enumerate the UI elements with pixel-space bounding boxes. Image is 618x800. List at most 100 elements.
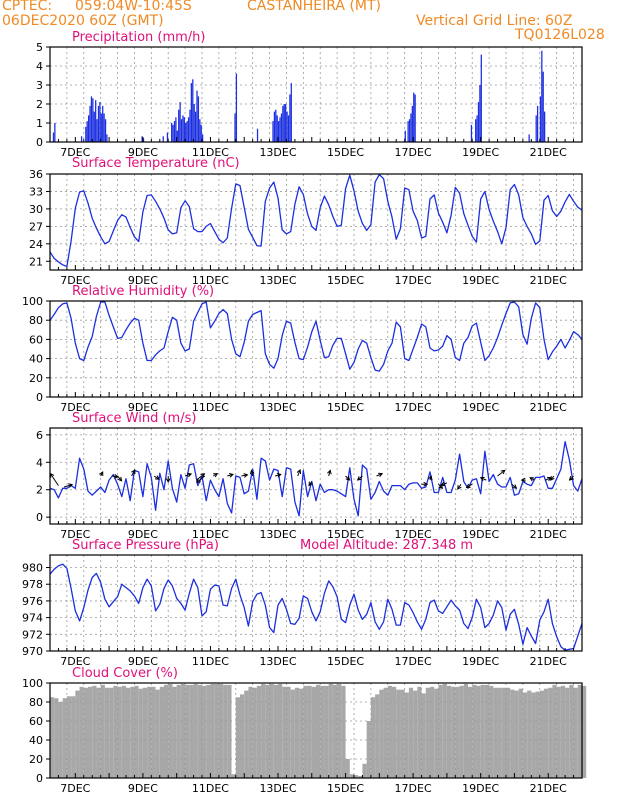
cloud-bar	[446, 685, 452, 778]
y-tick-label: 27	[29, 220, 43, 233]
precip-bar	[190, 83, 193, 142]
y-tick-label: 4	[36, 60, 43, 73]
cloud-bar	[438, 684, 443, 778]
cloud-bar	[294, 687, 300, 778]
cloud-bar	[290, 689, 295, 778]
precip-bar	[475, 119, 477, 142]
cloud-bar	[518, 688, 523, 778]
series-line	[49, 173, 583, 268]
y-tick-label: 80	[29, 314, 43, 327]
precip-bar	[544, 111, 546, 142]
precip-bar	[476, 115, 478, 142]
precip-bar	[172, 124, 174, 142]
cloud-bar	[573, 687, 578, 778]
cloud-bar	[320, 685, 325, 778]
precip-bar	[535, 115, 537, 142]
x-tick-label: 19DEC	[462, 274, 499, 287]
cloud-bar	[539, 690, 544, 778]
cloud-bar	[172, 686, 177, 778]
cloud-bar	[159, 686, 164, 778]
x-tick-label: 15DEC	[327, 655, 364, 668]
precip-bar	[85, 126, 87, 142]
precip-bar	[88, 115, 90, 142]
header-grid-note: Vertical Grid Line: 60Z	[416, 13, 573, 29]
wind-arrow-head	[243, 473, 249, 478]
cloud-bar	[303, 685, 308, 778]
header-source: CPTEC:	[2, 0, 53, 14]
cloud-bar	[138, 688, 143, 778]
precip-bar	[54, 123, 56, 142]
panel-background	[50, 555, 582, 651]
wind-arrow-head	[356, 476, 362, 481]
x-tick-label: 9DEC	[128, 274, 158, 287]
cloud-bar	[197, 684, 202, 778]
wind-arrow-head	[308, 481, 313, 487]
cloud-bar	[235, 697, 240, 778]
panel-title: Precipitation (mm/h)	[72, 30, 205, 45]
cloud-bar	[493, 687, 498, 778]
cloud-bar	[341, 685, 346, 778]
x-tick-label: 21DEC	[530, 528, 567, 541]
cloud-bar	[307, 685, 312, 778]
x-tick-label: 11DEC	[192, 274, 229, 287]
cloud-bar	[527, 690, 532, 778]
precip-bar	[173, 121, 176, 142]
precip-bar	[97, 105, 100, 142]
x-tick-label: 11DEC	[192, 146, 229, 159]
cloud-bar	[370, 697, 376, 778]
y-tick-label: 3	[36, 79, 43, 92]
precip-bar	[189, 109, 191, 142]
wind-arrow	[297, 469, 301, 477]
y-tick-label: 36	[29, 168, 43, 181]
wind-arrow-head	[165, 478, 171, 484]
cloud-bar	[396, 689, 401, 778]
cloud-bar	[565, 687, 570, 778]
cloud-bar	[269, 683, 274, 778]
precip-bar	[282, 105, 284, 142]
y-tick-label: 0	[36, 772, 43, 785]
cloud-bar	[218, 683, 224, 778]
y-tick-label: 80	[29, 696, 43, 709]
wind-arrow-head	[276, 473, 282, 478]
wind-arrow	[131, 469, 136, 477]
cloud-bar	[185, 684, 190, 778]
cloud-bar	[214, 683, 219, 778]
panel-frame	[49, 173, 583, 271]
precip-bar	[410, 113, 412, 142]
precip-bar	[286, 111, 288, 142]
wind-arrow-head	[457, 485, 462, 490]
precip-bar	[175, 117, 177, 142]
precip-bar	[539, 96, 542, 142]
precip-bar	[178, 109, 180, 142]
panel-background	[50, 301, 582, 397]
panel-title: Surface Pressure (hPa)	[72, 538, 219, 553]
precip-bar	[185, 123, 187, 142]
cloud-bar	[79, 686, 84, 778]
precip-bar	[183, 117, 185, 142]
wind-arrow	[497, 470, 506, 477]
series-line	[49, 441, 583, 517]
x-tick-label: 15DEC	[327, 782, 364, 795]
x-tick-label: 21DEC	[530, 146, 567, 159]
cloud-bar	[425, 687, 430, 778]
y-tick-label: 24	[29, 238, 43, 251]
precip-bar	[106, 134, 108, 142]
x-tick-label: 9DEC	[128, 528, 158, 541]
precip-bar	[103, 113, 105, 142]
wind-arrow-head	[512, 484, 518, 489]
cloud-bar	[459, 685, 464, 778]
cloud-bar	[451, 686, 456, 778]
cloud-bar	[252, 687, 257, 778]
precip-bar	[89, 105, 91, 142]
panel-background	[50, 47, 582, 142]
cloud-bar	[337, 683, 342, 778]
precip-bar	[187, 117, 190, 142]
precip-bar	[193, 104, 195, 142]
cloud-bar	[210, 683, 215, 778]
precip-bar	[414, 94, 416, 142]
x-tick-label: 15DEC	[327, 146, 364, 159]
cloud-bar	[413, 690, 418, 778]
precip-bar	[104, 119, 107, 142]
x-tick-label: 11DEC	[192, 782, 229, 795]
